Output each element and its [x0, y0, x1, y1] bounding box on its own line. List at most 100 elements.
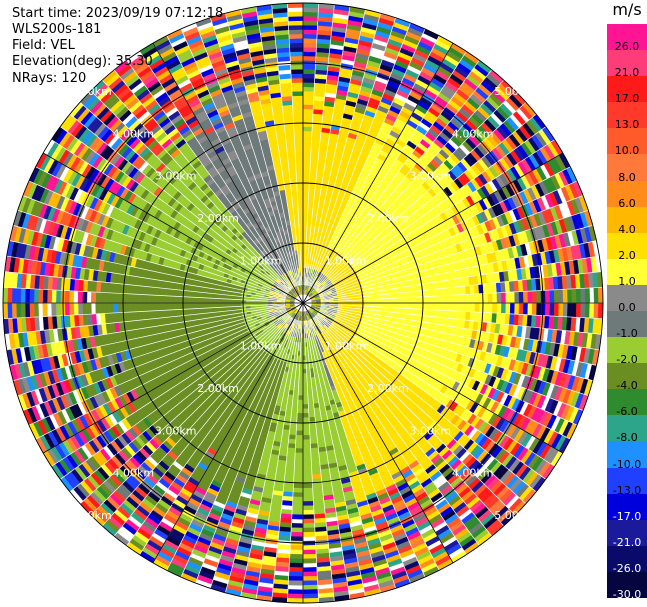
- velocity-gate: [308, 188, 316, 194]
- velocity-gate: [430, 302, 436, 311]
- velocity-gate: [302, 395, 309, 401]
- velocity-gate: [294, 448, 304, 454]
- velocity-gate: [509, 291, 516, 304]
- velocity-gate: [470, 293, 476, 304]
- velocity-gate: [302, 11, 319, 17]
- velocity-gate: [443, 310, 449, 319]
- velocity-gate: [289, 558, 304, 564]
- velocity-gate: [452, 294, 458, 304]
- velocity-gate: [373, 298, 379, 304]
- velocity-gate: [309, 434, 318, 440]
- velocity-gate: [527, 290, 533, 304]
- velocity-gate: [450, 550, 467, 564]
- velocity-gate: [302, 183, 310, 189]
- velocity-gate: [439, 295, 445, 304]
- velocity-gate: [307, 394, 314, 401]
- velocity-gate: [390, 302, 396, 309]
- ray-separator: [308, 17, 397, 286]
- velocity-gate: [302, 390, 309, 396]
- velocity-gate: [290, 531, 304, 538]
- velocity-gate: [553, 289, 560, 304]
- velocity-gate: [589, 302, 595, 319]
- velocity-gate: [368, 299, 374, 304]
- velocity-gate: [545, 289, 551, 304]
- velocity-gate: [290, 536, 304, 542]
- velocity-gate: [377, 298, 383, 304]
- velocity-gate: [288, 429, 297, 436]
- velocity-gate: [294, 461, 304, 467]
- velocity-gate: [302, 38, 318, 44]
- velocity-gate: [390, 293, 396, 299]
- velocity-gate: [297, 404, 304, 410]
- velocity-gate: [287, 447, 296, 454]
- velocity-gate: [302, 382, 308, 388]
- velocity-gate: [302, 373, 308, 379]
- velocity-gate: [302, 135, 313, 141]
- velocity-gate: [382, 298, 388, 304]
- velocity-gate: [456, 302, 463, 312]
- velocity-gate: [310, 148, 320, 155]
- velocity-gate: [307, 390, 313, 396]
- velocity-gate: [302, 42, 317, 48]
- velocity-gate: [399, 302, 405, 309]
- velocity-gate: [394, 307, 401, 314]
- velocity-gate: [288, 571, 304, 577]
- velocity-gate: [302, 139, 312, 145]
- velocity-gate: [429, 288, 436, 297]
- velocity-gate: [386, 293, 392, 299]
- velocity-gate: [302, 545, 317, 551]
- velocity-gate: [302, 196, 309, 202]
- velocity-gate: [434, 302, 441, 311]
- velocity-gate: [403, 291, 409, 298]
- velocity-gate: [302, 509, 315, 516]
- velocity-gate: [390, 297, 396, 304]
- velocity-gate: [302, 412, 310, 418]
- velocity-gate: [465, 293, 471, 304]
- velocity-gate: [302, 386, 308, 392]
- velocity-gate: [483, 293, 489, 304]
- velocity-gate: [302, 108, 314, 114]
- velocity-gate: [575, 302, 582, 318]
- velocity-gate: [309, 161, 319, 168]
- velocity-gate: [386, 302, 392, 308]
- velocity-gate: [302, 227, 308, 233]
- velocity-gate: [297, 395, 304, 401]
- velocity-gate: [302, 434, 311, 441]
- velocity-gate: [302, 86, 315, 92]
- velocity-gate: [277, 535, 292, 542]
- velocity-gate: [307, 214, 313, 220]
- velocity-gate: [523, 302, 529, 316]
- velocity-gate: [302, 24, 318, 31]
- velocity-gate: [295, 430, 304, 436]
- velocity-gate: [308, 412, 316, 418]
- velocity-gate: [487, 302, 493, 314]
- velocity-gate: [377, 302, 383, 308]
- velocity-gate: [302, 104, 314, 110]
- velocity-gate: [549, 289, 555, 304]
- velocity-gate: [293, 474, 304, 480]
- velocity-gate: [434, 309, 440, 318]
- velocity-gate: [302, 126, 313, 132]
- velocity-gate: [307, 205, 314, 212]
- velocity-gate: [307, 399, 314, 405]
- velocity-gate: [302, 130, 313, 136]
- velocity-gate: [291, 509, 304, 516]
- velocity-gate: [298, 377, 304, 383]
- velocity-gate: [302, 201, 309, 207]
- velocity-gate: [492, 292, 498, 304]
- velocity-gate: [518, 291, 524, 304]
- velocity-gate: [302, 589, 319, 595]
- velocity-gate: [558, 289, 564, 304]
- velocity-gate: [417, 296, 423, 304]
- velocity-gate: [302, 33, 318, 39]
- velocity-gate: [412, 302, 418, 310]
- velocity-gate: [302, 232, 307, 238]
- velocity-gate: [404, 302, 410, 309]
- velocity-gate: [456, 310, 462, 320]
- velocity-gate: [558, 302, 564, 317]
- velocity-gate: [298, 386, 304, 392]
- velocity-gate: [399, 297, 405, 304]
- velocity-gate: [302, 549, 317, 555]
- velocity-gate: [465, 302, 471, 313]
- velocity-gate: [483, 302, 489, 313]
